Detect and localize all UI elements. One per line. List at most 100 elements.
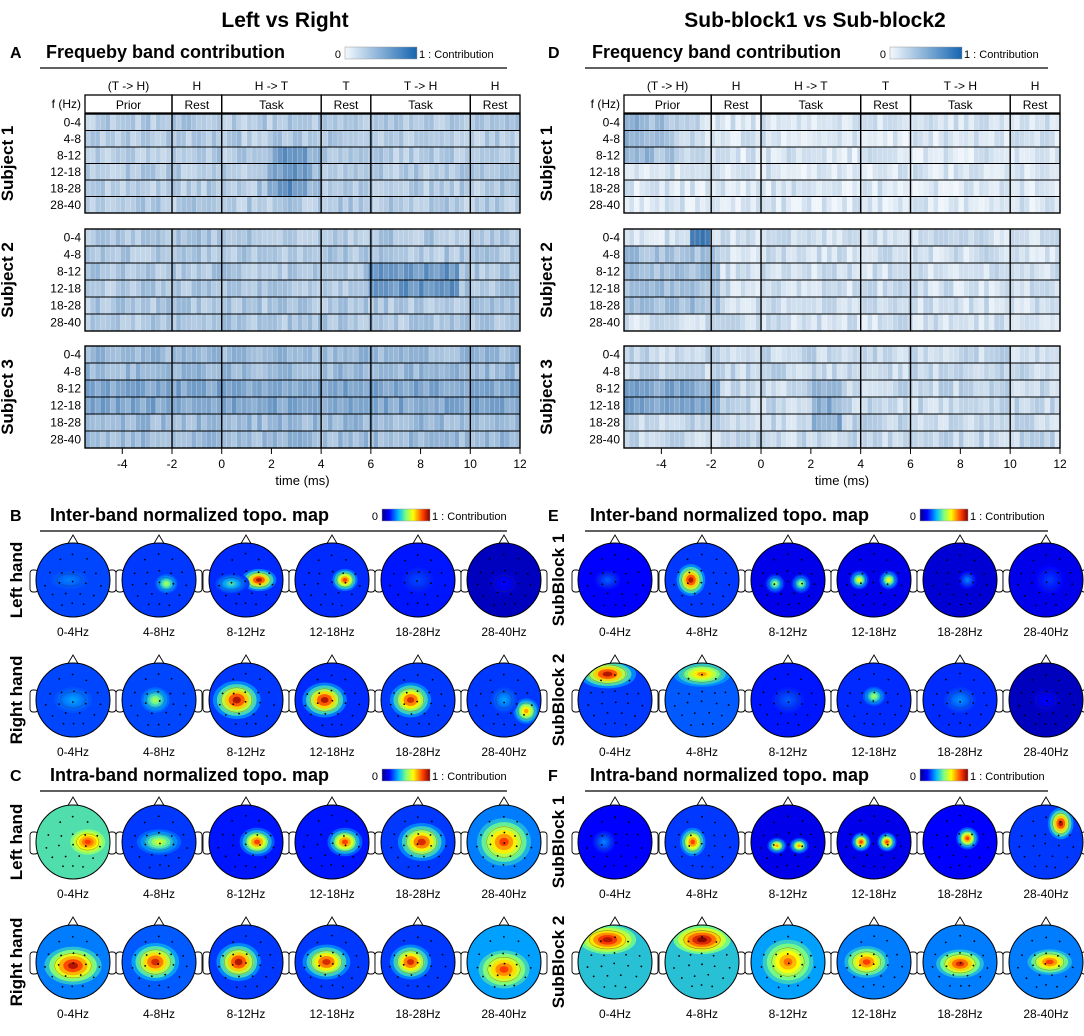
heat-cell: [1024, 431, 1030, 449]
heat-cell: [928, 246, 934, 264]
heat-cell: [155, 263, 162, 281]
heat-cell: [821, 180, 828, 197]
electrode-dot: [321, 724, 324, 727]
heat-cell: [872, 229, 878, 247]
heat-cell: [110, 297, 116, 315]
heat-cell: [342, 380, 349, 398]
phase-label: Rest: [185, 98, 210, 112]
electrode-dot: [64, 975, 67, 977]
heat-cell: [439, 147, 445, 164]
heat-cell: [145, 380, 152, 398]
electrode-dot: [492, 722, 495, 725]
heat-cell: [831, 246, 838, 264]
heat-cell: [1039, 229, 1046, 247]
nose-outline: [152, 916, 166, 928]
heat-cell: [852, 380, 858, 398]
heat-cell: [474, 147, 480, 164]
electrode-dot: [84, 845, 87, 847]
heat-cell: [434, 431, 440, 449]
heat-cell: [791, 363, 797, 381]
heat-cell: [469, 363, 475, 381]
electrode-dot: [859, 582, 862, 585]
heat-cell: [251, 297, 258, 315]
heat-cell: [664, 414, 670, 432]
heat-cell: [760, 380, 767, 398]
heat-cell: [256, 280, 263, 298]
heat-cell: [307, 314, 313, 332]
heat-cell: [434, 246, 440, 264]
heat-cell: [241, 380, 248, 398]
heat-cell: [348, 196, 354, 214]
heat-cell: [1044, 263, 1051, 281]
electrode-dot: [273, 704, 275, 706]
heat-cell: [923, 246, 929, 264]
heat-cell: [943, 431, 949, 449]
heat-cell: [1029, 297, 1035, 315]
topo-contour: [681, 569, 701, 591]
heat-cell: [236, 163, 243, 181]
heat-cell: [423, 346, 430, 364]
heat-cell: [140, 363, 146, 381]
heat-cell: [120, 363, 126, 381]
electrode-dot: [509, 974, 511, 977]
topo-blob: [164, 582, 169, 586]
heat-cell: [358, 314, 364, 332]
heat-cell: [201, 196, 207, 214]
heat-cell: [307, 414, 313, 432]
heat-cell: [994, 363, 1000, 381]
heat-cell: [953, 130, 959, 148]
heat-cell: [246, 431, 253, 449]
heat-cell: [170, 147, 177, 164]
heat-cell: [725, 263, 731, 281]
heat-cell: [267, 130, 273, 148]
heat-cell: [639, 263, 645, 281]
column-title-right: Sub-block1 vs Sub-block2: [684, 9, 945, 32]
heat-cell: [669, 431, 675, 449]
heat-cell: [90, 163, 96, 181]
heat-cell: [509, 380, 516, 398]
heat-cell: [85, 114, 91, 131]
electrode-dot: [221, 833, 224, 836]
electrode-dot: [687, 677, 690, 680]
electrode-dot: [801, 582, 803, 585]
heat-cell: [499, 297, 506, 315]
electrode-dot: [224, 976, 227, 979]
heat-cell: [373, 414, 379, 432]
heat-cell: [479, 280, 485, 298]
freq-label: 0-4Hz: [57, 625, 89, 639]
heat-cell: [327, 431, 334, 449]
heat-cell: [973, 280, 980, 298]
heat-cell: [1034, 114, 1041, 131]
phase-label: Prior: [116, 98, 141, 112]
heat-cell: [1054, 163, 1061, 181]
heat-cell: [978, 263, 985, 281]
electrode-dot: [776, 573, 778, 575]
electrode-dot: [144, 843, 147, 846]
heat-cell: [705, 180, 711, 197]
heat-cell: [85, 246, 91, 264]
heat-cell: [700, 314, 706, 332]
heat-cell: [378, 229, 384, 247]
heat-cell: [337, 346, 344, 364]
heat-cell: [150, 196, 157, 214]
heat-cell: [644, 397, 650, 415]
heat-cell: [1009, 163, 1015, 181]
heat-cell: [135, 196, 141, 214]
head-outline: [664, 542, 740, 618]
colorbar-min-B: 0: [372, 511, 378, 523]
heat-cell: [801, 397, 807, 415]
electrode-dot: [172, 703, 175, 706]
heat-cell: [312, 229, 318, 247]
heat-cell: [282, 130, 288, 148]
heat-cell: [135, 397, 141, 415]
heat-cell: [760, 414, 767, 432]
electrode-dot: [310, 713, 312, 716]
heat-cell: [322, 363, 329, 381]
heat-cell: [776, 280, 782, 298]
heat-cell: [216, 163, 222, 181]
subject-label: Subject 1: [0, 126, 17, 202]
heat-cell: [418, 263, 425, 281]
heat-cell: [760, 280, 767, 298]
head-outline: [466, 662, 542, 738]
heat-cell: [750, 147, 757, 164]
